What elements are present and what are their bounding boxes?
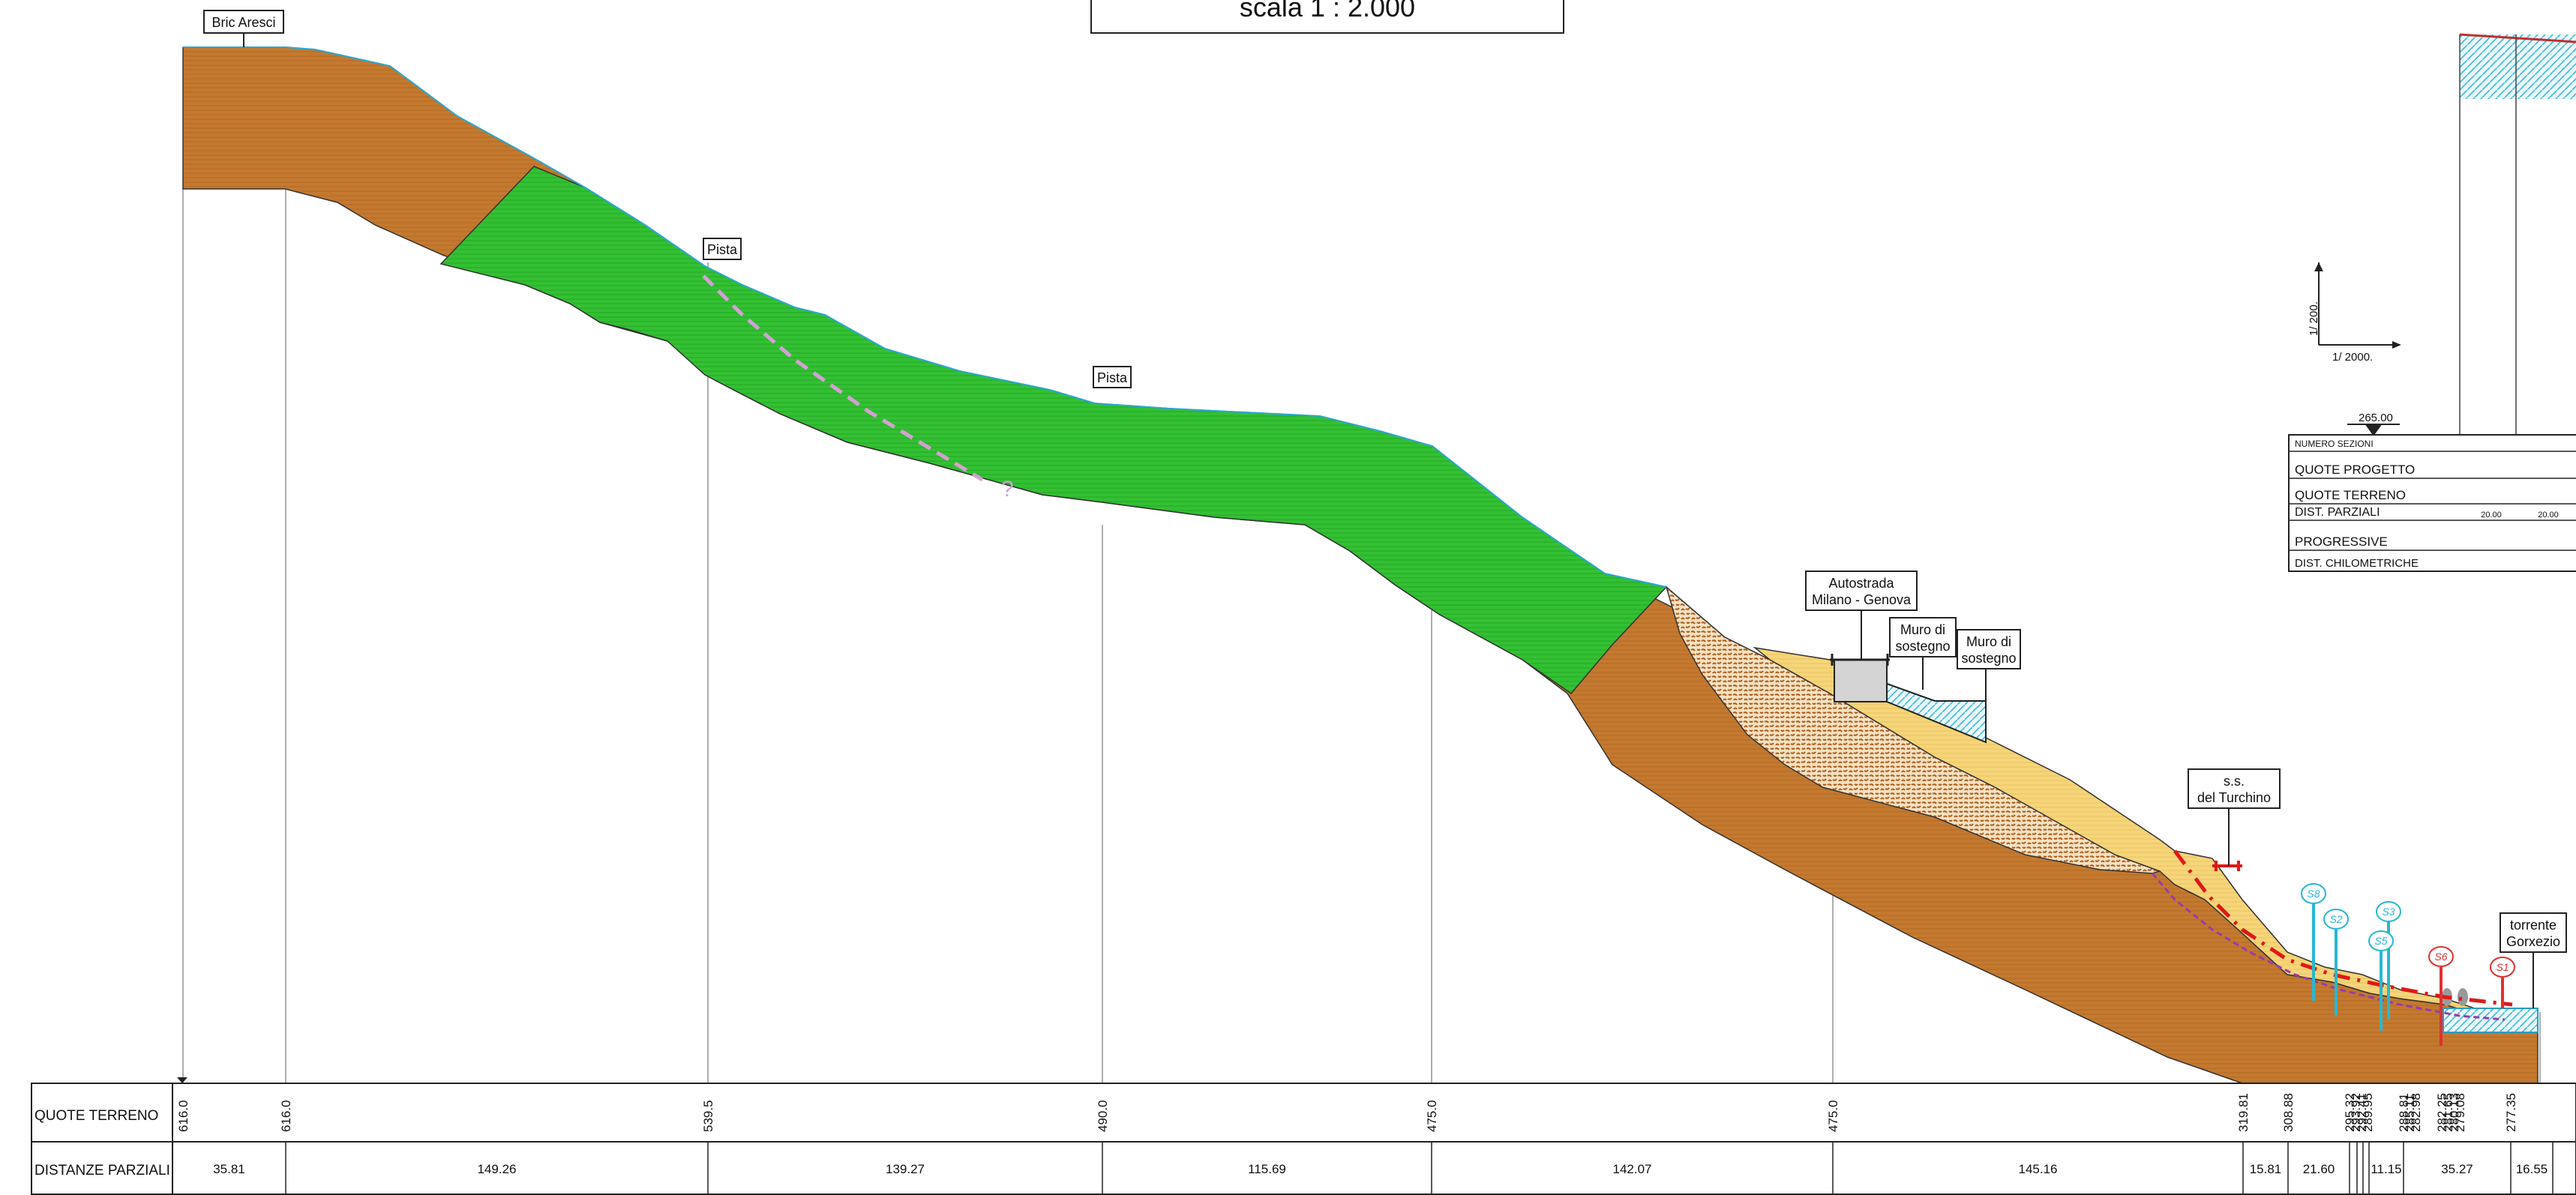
- distance-value: 35.27: [2441, 1162, 2473, 1176]
- borehole-label: S3: [2382, 906, 2395, 918]
- elevation-value: 288.81: [2397, 1093, 2411, 1132]
- datum-text: 265.00: [2359, 412, 2393, 424]
- elevation-cells: 616.0 616.0 539.5 490.0 475.0 475.0 319.81 308.…: [176, 1093, 2518, 1132]
- muro-text-2a: Muro di: [1966, 634, 2011, 649]
- distance-cells: 35.81 149.26 139.27 115.69 142.07 145.16 15.81…: [213, 1142, 2554, 1194]
- elevation-value: 319.81: [2236, 1093, 2251, 1132]
- muro-text-2b: sostegno: [1961, 651, 2016, 666]
- row-distanze-label: DISTANZE PARZIALI: [34, 1163, 170, 1179]
- elevation-value: 282.98: [2409, 1093, 2423, 1132]
- ss-turchino-label: s.s. del Turchino: [2188, 768, 2281, 866]
- distance-value: 16.55: [2516, 1162, 2548, 1176]
- elevation-value: 293.92: [2349, 1093, 2363, 1132]
- profile-table: QUOTE TERRENO DISTANZE PARZIALI 616.0 616…: [31, 1077, 2576, 1195]
- legend-row-label: DIST. CHILOMETRICHE: [2295, 557, 2419, 570]
- legend-rows: NUMERO SEZIONI QUOTE PROGETTO QUOTE TERREN…: [2289, 439, 2576, 572]
- unknown-marker: ?: [1001, 477, 1014, 502]
- distance-value: 142.07: [1613, 1162, 1652, 1176]
- slip-surface-red: [2173, 849, 2513, 1007]
- distance-value: 139.27: [886, 1162, 925, 1176]
- boreholes: S8 S2 S3 S5 S6 S1: [2301, 883, 2515, 1046]
- pista-label-2: Pista: [1093, 366, 1132, 388]
- autostrada-structure: [1830, 654, 1987, 744]
- elevation-value: 308.88: [2281, 1093, 2296, 1132]
- bric-aresci-label: Bric Aresci: [203, 10, 284, 47]
- borehole-label: S2: [2329, 913, 2342, 925]
- elevation-value: 475.0: [1425, 1100, 1439, 1132]
- elevation-value: 295.32: [2343, 1093, 2357, 1132]
- legend-row-label: QUOTE TERRENO: [2295, 488, 2406, 502]
- muro-label-2: Muro di sostegno: [1957, 629, 2021, 701]
- distance-value: 145.16: [2019, 1162, 2058, 1176]
- legend-parz-1: 20.00: [2481, 511, 2502, 520]
- elevation-value: 292.41: [2355, 1093, 2369, 1132]
- row-quote-terreno-label: QUOTE TERRENO: [34, 1108, 158, 1124]
- elevation-value: 277.35: [2504, 1093, 2518, 1132]
- road-and-river: [2212, 861, 2539, 1033]
- borehole-label: S5: [2374, 935, 2387, 947]
- borehole-label: S8: [2307, 888, 2320, 900]
- distance-value: 15.81: [2250, 1162, 2282, 1176]
- muro-label-1: Muro di sostegno: [1889, 617, 1957, 690]
- elevation-value: 475.0: [1826, 1100, 1840, 1132]
- bric-aresci-text: Bric Aresci: [211, 15, 275, 30]
- vscale-text: 1/ 200.: [2308, 301, 2320, 336]
- distance-value: 11.15: [2371, 1162, 2401, 1176]
- borehole-marker: [2428, 946, 2454, 967]
- borehole-marker: [2368, 930, 2394, 951]
- elevation-value: 539.5: [701, 1100, 715, 1132]
- autostrada-text-2: Milano - Genova: [1812, 592, 1912, 607]
- inset-legend: 1/ 200. 1/ 2000. 265.00 NUMERO SEZIONI QU…: [2288, 33, 2576, 572]
- elevation-value: 616.0: [279, 1100, 293, 1132]
- callouts: Bric Aresci Pista Pista Autostrada Milan…: [203, 10, 2567, 1008]
- elevation-value: 490.0: [1096, 1100, 1110, 1132]
- borehole-marker: [2301, 883, 2326, 904]
- torrente-text-1: torrente: [2510, 918, 2557, 933]
- borehole-marker: [2376, 901, 2401, 922]
- autostrada-text-1: Autostrada: [1828, 576, 1894, 591]
- scale-title: scala 1 : 2.000: [1090, 0, 1564, 34]
- legend-row-label: QUOTE PROGETTO: [2295, 463, 2415, 477]
- elevation-value: 282.25: [2435, 1093, 2449, 1132]
- ground-surface: [183, 46, 1667, 588]
- distance-value: 115.69: [1248, 1162, 1286, 1176]
- elevation-value: 279.08: [2453, 1093, 2467, 1132]
- autostrada-label: Autostrada Milano - Genova: [1805, 571, 1918, 660]
- muro-text-1a: Muro di: [1900, 622, 1945, 637]
- distance-value: 149.26: [478, 1162, 517, 1176]
- ss-text-1: s.s.: [2224, 774, 2245, 789]
- old-track-trace: [702, 274, 984, 482]
- borehole-marker: [2323, 909, 2349, 930]
- pista-text-1: Pista: [707, 242, 738, 257]
- legend-row-label: DIST. PARZIALI: [2295, 506, 2380, 519]
- elevation-value: 289.95: [2361, 1093, 2375, 1132]
- elevation-value: 281.65: [2441, 1093, 2455, 1132]
- muro-text-1b: sostegno: [1895, 639, 1950, 654]
- borehole-label: S6: [2434, 951, 2447, 963]
- distance-value: 21.60: [2303, 1162, 2335, 1176]
- legend-row-label: NUMERO SEZIONI: [2295, 439, 2374, 449]
- debris-layer: [439, 166, 1668, 695]
- borehole-marker: [2490, 957, 2515, 978]
- torrente-label: torrente Gorxezio: [2500, 912, 2567, 1008]
- borehole-label: S1: [2496, 961, 2509, 973]
- elevation-value: 280.13: [2447, 1093, 2461, 1132]
- elevation-value: 285.11: [2403, 1094, 2417, 1132]
- elevation-value: 616.0: [176, 1100, 190, 1132]
- hscale-text: 1/ 2000.: [2332, 351, 2373, 364]
- legend-parz-2: 20.00: [2538, 511, 2559, 520]
- distance-value: 35.81: [213, 1162, 245, 1176]
- legend-row-label: PROGRESSIVE: [2295, 535, 2388, 549]
- scale-text: scala 1 : 2.000: [1240, 0, 1415, 22]
- ss-text-2: del Turchino: [2197, 790, 2271, 805]
- pista-label-1: Pista: [703, 238, 742, 260]
- torrente-text-2: Gorxezio: [2506, 934, 2560, 949]
- pista-text-2: Pista: [1097, 370, 1128, 385]
